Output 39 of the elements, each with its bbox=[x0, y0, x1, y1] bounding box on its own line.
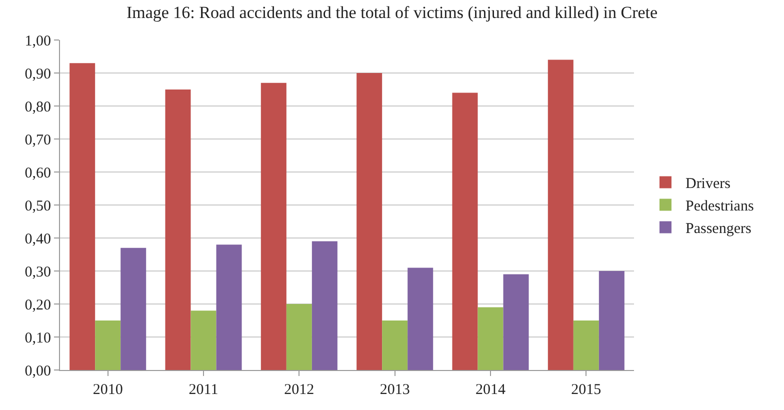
legend-label: Pedestrians bbox=[685, 198, 754, 215]
bar bbox=[382, 320, 408, 370]
bar bbox=[356, 73, 382, 370]
y-tick-label: 0,40 bbox=[24, 231, 51, 248]
bar bbox=[573, 320, 599, 370]
bar bbox=[216, 244, 242, 370]
x-tick-label: 2013 bbox=[380, 382, 410, 398]
bar bbox=[312, 241, 338, 370]
bar bbox=[95, 320, 121, 370]
bar bbox=[70, 63, 96, 370]
y-tick-label: 0,10 bbox=[24, 330, 51, 346]
y-tick-label: 0,90 bbox=[24, 66, 51, 82]
bar bbox=[286, 304, 312, 370]
legend-label: Passengers bbox=[685, 221, 752, 238]
bar bbox=[478, 307, 504, 370]
bar bbox=[120, 248, 146, 370]
x-tick-label: 2010 bbox=[92, 382, 123, 398]
y-tick-label: 0,70 bbox=[24, 132, 51, 148]
chart-title: Image 16: Road accidents and the total of victims (injured and killed) in Crete bbox=[126, 3, 658, 22]
y-tick-label: 0,80 bbox=[24, 99, 51, 116]
bar bbox=[165, 90, 191, 370]
y-tick-label: 0,50 bbox=[24, 198, 51, 214]
x-tick-label: 2011 bbox=[188, 382, 218, 398]
x-tick-label: 2015 bbox=[571, 382, 602, 398]
x-tick-label: 2014 bbox=[476, 382, 506, 398]
y-tick-label: 0,30 bbox=[24, 264, 51, 280]
bar bbox=[598, 271, 624, 370]
bar bbox=[408, 268, 434, 370]
y-tick-label: 0,20 bbox=[24, 297, 51, 314]
bar bbox=[503, 274, 529, 370]
y-tick-label: 0,00 bbox=[24, 363, 51, 380]
x-tick-label: 2012 bbox=[284, 382, 314, 398]
bar bbox=[260, 82, 286, 370]
legend-label: Drivers bbox=[685, 176, 731, 192]
y-tick-label: 0,60 bbox=[24, 165, 51, 182]
bar bbox=[190, 310, 216, 370]
bar bbox=[548, 60, 574, 370]
y-tick-label: 1,00 bbox=[24, 33, 51, 50]
bar bbox=[452, 92, 478, 370]
